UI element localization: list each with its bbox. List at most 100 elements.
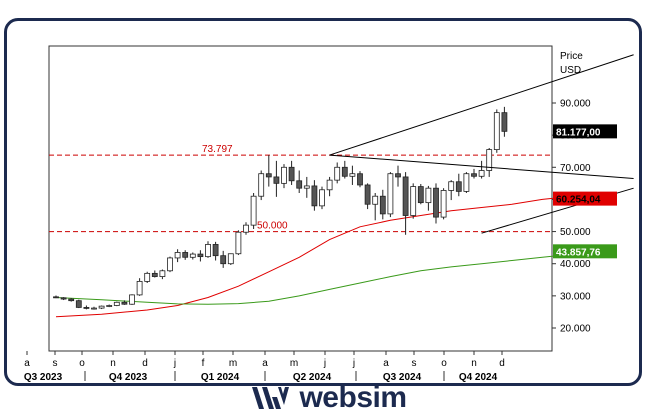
candle-body: [205, 244, 211, 258]
month-label: a: [24, 358, 30, 369]
candle: [159, 269, 166, 280]
candle-body: [357, 173, 363, 186]
month-label: o: [441, 358, 447, 369]
candle: [410, 183, 417, 219]
candle: [129, 294, 135, 305]
candle: [75, 299, 82, 309]
candle-body: [326, 179, 333, 191]
candle-body: [189, 253, 196, 258]
candle-body: [455, 181, 462, 192]
candle: [417, 184, 424, 205]
candle-body: [303, 185, 310, 189]
candle: [189, 252, 196, 260]
month-label: j: [173, 358, 176, 369]
candle-body: [349, 173, 356, 177]
month-label: m: [229, 358, 237, 369]
candle-body: [410, 186, 417, 216]
candle: [326, 176, 333, 197]
moving-average-line: [55, 195, 604, 318]
price-label-text: 60.254,04: [556, 195, 601, 206]
candle-body: [129, 294, 135, 305]
price-label-box: [553, 244, 617, 259]
candle-body: [425, 187, 432, 204]
candle: [174, 249, 181, 263]
candle: [235, 230, 242, 256]
candle-body: [227, 253, 234, 265]
price-label-text: 43.857,76: [556, 247, 601, 258]
y-axis-unit: USD: [560, 65, 581, 76]
candle-body: [151, 272, 158, 277]
price-label: 43.857,76: [553, 244, 617, 259]
candle-body: [167, 257, 173, 272]
trendline: [329, 54, 634, 156]
price-label: 60.254,04: [553, 191, 617, 206]
candle: [106, 304, 113, 308]
candle: [53, 295, 59, 299]
candle-body: [334, 166, 341, 181]
candle: [68, 298, 75, 302]
candle-body: [83, 307, 90, 309]
candle-body: [402, 176, 409, 216]
month-label: j: [323, 358, 326, 369]
candle: [205, 241, 211, 258]
price-label-text: 81.177,00: [556, 127, 601, 138]
candle: [425, 185, 432, 211]
candle-body: [319, 189, 325, 207]
candle-body: [250, 195, 257, 226]
candle: [448, 180, 455, 201]
y-tick-label: 20.000: [560, 324, 591, 335]
plot-area: [48, 45, 553, 352]
chart-frame: Price USD 73.797 50.000 20.000 30.000 40.00…: [4, 18, 642, 386]
candle: [98, 305, 105, 310]
candle-body: [281, 166, 287, 184]
candle-body: [106, 305, 113, 307]
candle: [334, 162, 341, 184]
month-label: a: [383, 358, 389, 369]
candle-body: [463, 173, 470, 192]
candle-body: [113, 301, 120, 306]
candle: [212, 241, 219, 261]
candle-body: [471, 173, 477, 177]
candle-body: [296, 180, 303, 189]
candle: [319, 186, 325, 210]
candle-body: [478, 170, 485, 177]
candle: [471, 168, 477, 179]
candle-body: [311, 185, 318, 207]
candle: [341, 160, 348, 179]
candle: [440, 188, 447, 220]
y-tick-label: 30.000: [560, 291, 591, 302]
candle: [151, 270, 158, 278]
month-label: d: [142, 358, 148, 369]
candle-body: [273, 176, 280, 184]
price-label: 81.177,00: [553, 124, 617, 139]
quarter-label: Q4 2023: [109, 372, 148, 383]
month-label: m: [290, 358, 298, 369]
candle-body: [235, 231, 242, 255]
month-label: o: [79, 358, 85, 369]
candle: [121, 300, 128, 305]
month-label: a: [262, 358, 268, 369]
month-label: j: [352, 358, 355, 369]
candle-body: [60, 297, 67, 300]
y-tick-label: 40.000: [560, 259, 591, 270]
candle-body: [288, 166, 295, 182]
candle-body: [75, 300, 82, 308]
candle-body: [212, 244, 219, 257]
candle: [250, 193, 257, 229]
candle: [364, 183, 371, 210]
price-label-box: [553, 124, 617, 139]
candle: [478, 160, 485, 179]
candle-body: [121, 301, 128, 305]
candle: [288, 160, 295, 185]
candle: [227, 253, 234, 265]
candlestick-chart: Price USD 73.797 50.000 20.000 30.000 40.00…: [24, 45, 634, 383]
candle-body: [265, 173, 272, 178]
candle: [113, 301, 120, 307]
candle-body: [364, 184, 371, 205]
candle: [83, 305, 90, 310]
candle: [501, 106, 508, 137]
candle: [395, 165, 401, 187]
quarter-label: Q2 2024: [293, 372, 332, 383]
candle: [197, 250, 204, 262]
candle: [486, 148, 493, 177]
